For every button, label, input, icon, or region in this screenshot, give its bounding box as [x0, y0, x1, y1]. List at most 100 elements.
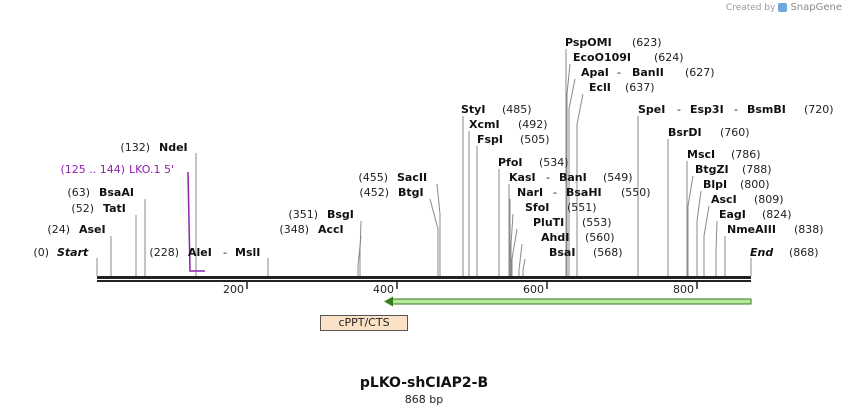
- end-label: End: [750, 246, 773, 259]
- tick-label: 200: [223, 283, 244, 296]
- site-line: [429, 198, 439, 276]
- svg-text:EclI: EclI: [589, 81, 611, 94]
- svg-text:(452): (452): [359, 186, 389, 199]
- svg-text:-: -: [617, 66, 621, 79]
- site-label: ApaI - BanII (627): [581, 66, 715, 79]
- svg-text:-: -: [734, 103, 738, 116]
- site-label: KasI - BanI (549): [509, 171, 633, 184]
- primer-lko1: (125 .. 144) LKO.1 5': [60, 163, 205, 272]
- svg-text:-: -: [223, 246, 227, 259]
- credit-prefix: Created by: [725, 2, 776, 13]
- site-line: [522, 258, 526, 276]
- primer-name: LKO.1 5': [129, 163, 174, 176]
- svg-text:FspI: FspI: [477, 133, 503, 146]
- svg-text:(560): (560): [585, 231, 615, 244]
- svg-text:NmeAIII: NmeAIII: [727, 223, 776, 236]
- site-label: AscI (809): [711, 193, 784, 206]
- svg-text:(228): (228): [149, 246, 179, 259]
- site-labels: (24) AseI (52) TatI (63) BsaAI (132) Nde…: [47, 36, 833, 259]
- site-label: EagI (824): [719, 208, 792, 221]
- svg-text:-: -: [546, 171, 550, 184]
- svg-text:TatI: TatI: [103, 202, 126, 215]
- site-label: (455) SacII: [358, 171, 427, 184]
- site-label: EclI (637): [589, 81, 655, 94]
- svg-text:BsaI: BsaI: [549, 246, 575, 259]
- backbone-top-strand: [97, 276, 751, 279]
- svg-text:BanI: BanI: [559, 171, 587, 184]
- start-label: Start: [57, 246, 89, 259]
- feature-label-cppt-cts[interactable]: cPPT/CTS: [320, 315, 408, 331]
- svg-text:AleI: AleI: [188, 246, 212, 259]
- svg-text:(492): (492): [518, 118, 548, 131]
- svg-text:(760): (760): [720, 126, 750, 139]
- svg-text:(455): (455): [358, 171, 388, 184]
- site-line: [436, 183, 441, 276]
- svg-text:BtgZI: BtgZI: [695, 163, 729, 176]
- site-label: (228) AleI - MslI: [149, 246, 260, 259]
- svg-text:(623): (623): [632, 36, 662, 49]
- svg-text:SpeI: SpeI: [638, 103, 665, 116]
- svg-text:PfoI: PfoI: [498, 156, 523, 169]
- svg-text:MslI: MslI: [235, 246, 260, 259]
- svg-text:ApaI: ApaI: [581, 66, 609, 79]
- site-line: [576, 93, 584, 276]
- svg-text:NarI: NarI: [517, 186, 543, 199]
- svg-text:AseI: AseI: [79, 223, 106, 236]
- site-label: (351) BsgI: [288, 208, 354, 221]
- svg-text:XcmI: XcmI: [469, 118, 500, 131]
- site-line: [568, 78, 576, 276]
- svg-text:(720): (720): [804, 103, 834, 116]
- site-label: MscI (786): [687, 148, 761, 161]
- site-line: [511, 228, 518, 276]
- site-label: BsrDI (760): [668, 126, 750, 139]
- snapgene-credit: Created by SnapGene: [726, 2, 842, 13]
- svg-text:(63): (63): [67, 186, 90, 199]
- svg-text:(809): (809): [754, 193, 784, 206]
- svg-text:(485): (485): [502, 103, 532, 116]
- svg-text:(637): (637): [625, 81, 655, 94]
- site-label: PluTI (553): [533, 216, 612, 229]
- svg-text:(627): (627): [685, 66, 715, 79]
- svg-text:(551): (551): [567, 201, 597, 214]
- site-line: [510, 213, 514, 276]
- svg-text:(786): (786): [731, 148, 761, 161]
- svg-text:MscI: MscI: [687, 148, 715, 161]
- svg-text:BsmBI: BsmBI: [747, 103, 786, 116]
- feature-arrow: [384, 296, 752, 307]
- site-label: (452) BtgI: [359, 186, 423, 199]
- site-label: SpeI - Esp3I - BsmBI (720): [638, 103, 834, 116]
- site-label: (24) AseI: [47, 223, 105, 236]
- svg-text:BsaHI: BsaHI: [566, 186, 602, 199]
- tick-label: 600: [523, 283, 544, 296]
- site-line: [687, 175, 694, 276]
- site-label: NarI - BsaHI (550): [517, 186, 651, 199]
- site-line: [566, 63, 571, 276]
- svg-text:EagI: EagI: [719, 208, 746, 221]
- credit-brand: SnapGene: [790, 2, 842, 13]
- tick-label: 800: [673, 283, 694, 296]
- site-label: NmeAIII (838): [727, 223, 824, 236]
- start-marker: (0) Start: [33, 246, 89, 259]
- svg-text:(550): (550): [621, 186, 651, 199]
- backbone-bottom-strand: [97, 280, 751, 282]
- svg-text:(568): (568): [593, 246, 623, 259]
- site-line: [359, 220, 362, 276]
- svg-text:(132): (132): [120, 141, 150, 154]
- ruler: 200 400 600 800: [223, 282, 698, 296]
- site-line: [696, 190, 702, 276]
- svg-text:(52): (52): [71, 202, 94, 215]
- svg-text:BsrDI: BsrDI: [668, 126, 702, 139]
- site-label: PspOMI (623): [565, 36, 662, 49]
- site-label: BtgZI (788): [695, 163, 772, 176]
- svg-text:KasI: KasI: [509, 171, 536, 184]
- end-marker: End (868): [750, 246, 819, 259]
- svg-text:AscI: AscI: [711, 193, 737, 206]
- site-line: [715, 220, 718, 276]
- svg-text:BlpI: BlpI: [703, 178, 727, 191]
- svg-text:BanII: BanII: [632, 66, 664, 79]
- svg-text:BsaAI: BsaAI: [99, 186, 134, 199]
- svg-text:(624): (624): [654, 51, 684, 64]
- svg-text:(505): (505): [520, 133, 550, 146]
- svg-text:(838): (838): [794, 223, 824, 236]
